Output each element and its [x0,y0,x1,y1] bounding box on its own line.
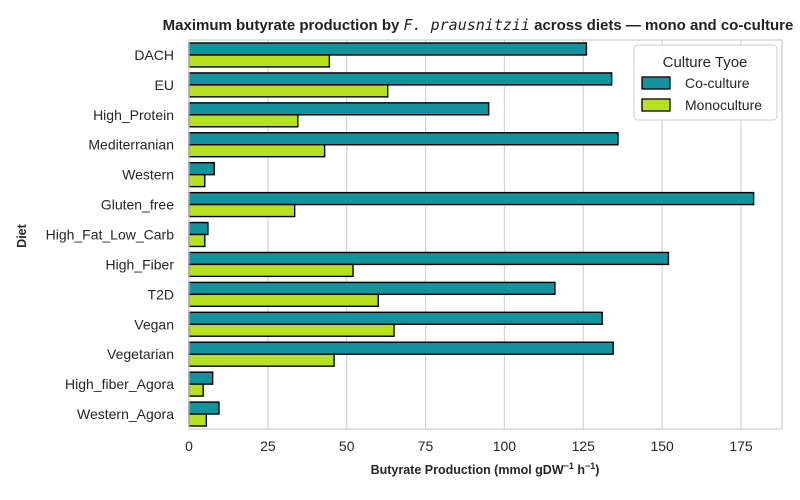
x-tick-label: 100 [493,438,517,454]
y-tick-label: Mediterranian [88,137,174,153]
bar-co-culture-high-fiber [188,251,670,266]
y-tick-label: High_fiber_Agora [65,376,174,392]
bar-co-culture-t2d [188,281,556,296]
bar-co-culture-vegan [188,311,603,325]
y-tick-label: Vegan [134,316,174,332]
bar-co-culture-western [188,161,215,176]
bar-monoculture-western [188,173,206,188]
bar-co-culture-high-fiber-agora [188,371,214,385]
bar-co-culture-high-fat-low-carb [188,221,209,236]
bar-co-culture-mediterranian [188,132,619,146]
x-tick-label: 0 [185,438,193,454]
bar-monoculture-t2d [188,293,379,308]
y-tick-label: EU [155,77,174,93]
legend-title: Culture Tyoe [663,54,748,71]
x-tick-label: 25 [260,438,276,454]
y-tick-label: Gluten_free [101,197,174,213]
bar-monoculture-western-agora [188,413,208,427]
bar-monoculture-high-fat-low-carb [188,233,206,248]
y-tick-label: High_Fiber [106,256,175,272]
bar-monoculture-dach [188,54,331,68]
bar-monoculture-gluten-free [188,203,296,218]
bar-co-culture-gluten-free [188,191,755,206]
bars [188,42,755,427]
legend-swatch-monoculture [641,98,671,112]
y-tick-label: Western [122,167,174,183]
y-tick-label: High_Protein [93,107,174,123]
x-tick-label: 75 [418,438,434,454]
y-tick-labels: DACH EU High_Protein Mediterranian Western Gl… [46,47,175,422]
bar-co-culture-eu [188,72,613,86]
y-tick-label: Vegetarian [107,346,174,362]
bar-co-culture-dach [188,42,588,56]
x-axis-label: Butyrate Production (mmol gDW−1 h−1) [371,461,600,477]
x-tick-label: 125 [572,438,596,454]
bar-co-culture-high-protein [188,102,490,116]
bar-monoculture-eu [188,84,389,98]
bar-monoculture-vegan [188,323,395,337]
bar-monoculture-high-protein [188,114,299,128]
bar-co-culture-western-agora [188,401,220,415]
chart-title: Maximum butyrate production by F. prausn… [163,16,794,34]
legend-label-co-culture: Co-culture [685,75,750,91]
y-tick-label: T2D [148,286,174,302]
bar-co-culture-vegetarian [188,341,614,355]
bar-monoculture-high-fiber [188,263,354,278]
x-tick-label: 50 [339,438,355,454]
y-tick-label: Western_Agora [77,406,174,422]
y-tick-label: DACH [134,47,174,63]
legend-swatch-co-culture [641,76,671,90]
x-tick-labels: 0 25 50 75 100 125 150 175 [185,438,753,454]
x-tick-label: 150 [650,438,674,454]
plot-frame [188,39,783,430]
bar-monoculture-mediterranian [188,144,326,158]
y-axis-label: Diet [15,223,29,247]
legend-label-monoculture: Monoculture [685,97,762,113]
bar-monoculture-vegetarian [188,353,335,367]
bar-monoculture-high-fiber-agora [188,383,204,397]
legend: Culture Tyoe Co-culture Monoculture [633,44,778,121]
x-tick-label: 175 [729,438,753,454]
y-tick-label: High_Fat_Low_Carb [46,227,175,243]
